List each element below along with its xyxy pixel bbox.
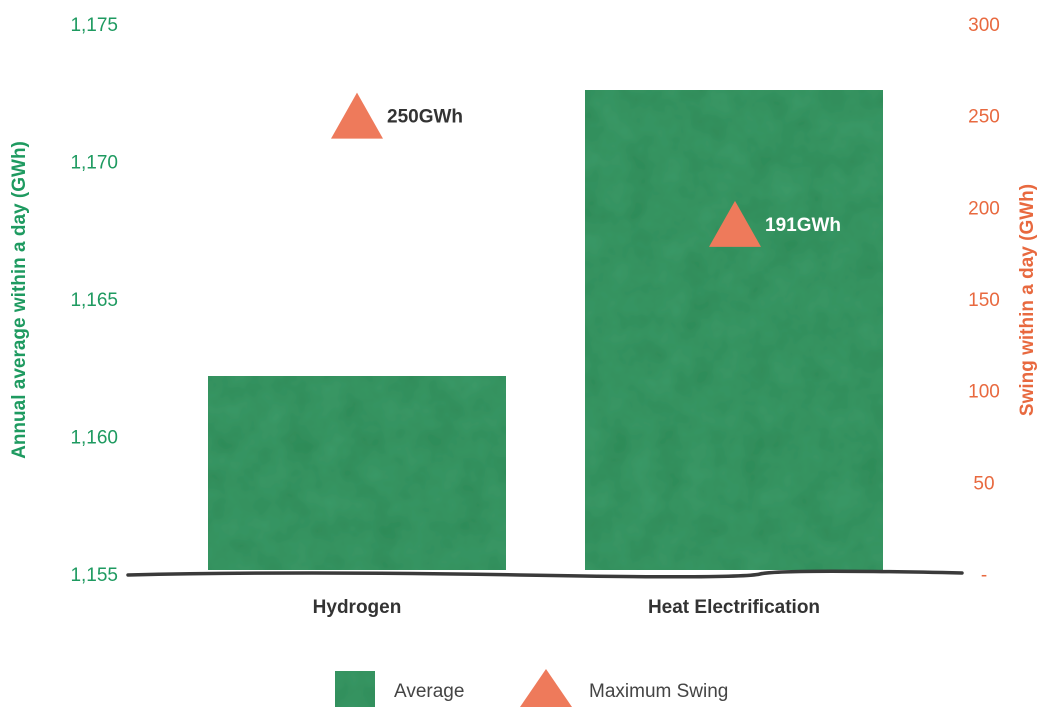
legend-swing-label: Maximum Swing — [589, 681, 728, 702]
right-axis-title: Swing within a day (GWh) — [1017, 184, 1038, 416]
x-axis-baseline — [126, 569, 964, 579]
legend-average-swatch — [335, 671, 375, 707]
bars-layer — [208, 90, 883, 570]
category-label: Hydrogen — [313, 597, 402, 618]
left-tick-label: 1,155 — [70, 565, 118, 586]
category-label: Heat Electrification — [648, 597, 820, 618]
right-axis-ticks: - 50 100 150 200 250 300 — [968, 15, 1000, 586]
markers-layer: 250GWh 191GWh — [331, 92, 841, 247]
left-axis-title: Annual average within a day (GWh) — [9, 141, 30, 459]
right-tick-label: 150 — [968, 290, 1000, 311]
left-tick-label: 1,175 — [70, 15, 118, 36]
swing-value-label: 191GWh — [765, 215, 841, 236]
bar-hydrogen — [208, 376, 506, 570]
swing-marker-heat-electrification — [709, 200, 761, 247]
legend-swing-icon — [520, 669, 572, 707]
right-tick-label: 100 — [968, 382, 1000, 403]
bar-heat-electrification — [585, 90, 883, 570]
swing-value-label: 250GWh — [387, 107, 463, 128]
left-axis-ticks: 1,155 1,160 1,165 1,170 1,175 — [70, 15, 118, 586]
right-tick-label: 300 — [968, 15, 1000, 36]
category-labels: Hydrogen Heat Electrification — [313, 597, 820, 618]
left-tick-label: 1,160 — [70, 428, 118, 449]
legend-average-label: Average — [394, 681, 464, 702]
right-tick-label: 50 — [973, 473, 994, 494]
right-tick-label: - — [981, 565, 987, 586]
right-tick-label: 200 — [968, 198, 1000, 219]
swing-marker-hydrogen — [331, 92, 383, 139]
right-tick-label: 250 — [968, 107, 1000, 128]
legend: Average Maximum Swing — [335, 669, 728, 707]
left-tick-label: 1,165 — [70, 290, 118, 311]
left-tick-label: 1,170 — [70, 153, 118, 174]
